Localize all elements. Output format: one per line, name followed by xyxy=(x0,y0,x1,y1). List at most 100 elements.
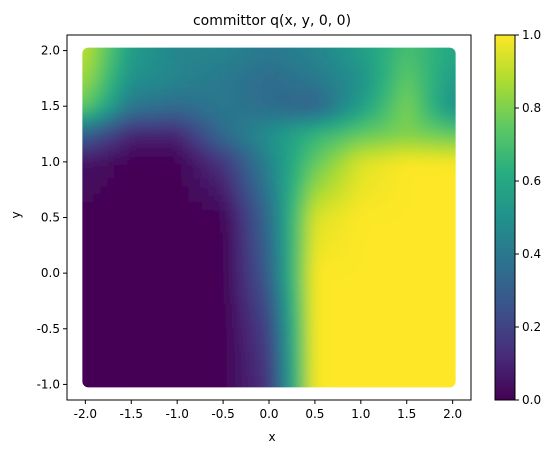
heat-cell xyxy=(349,304,358,313)
heat-cell xyxy=(228,256,236,266)
heat-cell xyxy=(410,36,417,44)
heat-cell xyxy=(228,233,236,242)
heat-cell xyxy=(120,375,129,384)
heat-cell xyxy=(444,83,452,92)
heat-cell xyxy=(437,178,445,187)
heat-cell xyxy=(215,288,223,297)
heat-cell xyxy=(363,249,371,258)
heat-cell xyxy=(430,83,438,92)
heat-cell xyxy=(168,319,176,329)
heat-cell xyxy=(161,264,169,274)
heat-cell xyxy=(269,170,277,179)
heat-cell xyxy=(82,375,88,384)
heat-cell xyxy=(248,47,257,53)
heat-cell xyxy=(451,28,458,36)
heat-cell xyxy=(269,241,277,250)
heat-cell xyxy=(349,47,358,53)
heat-cell xyxy=(127,367,135,376)
heat-cell xyxy=(309,178,317,187)
heat-cell xyxy=(450,367,456,376)
heat-cell xyxy=(458,123,465,131)
heat-cell xyxy=(430,138,438,148)
heat-cell xyxy=(309,383,317,388)
heat-cell xyxy=(181,59,189,69)
heat-cell xyxy=(329,91,337,100)
heat-cell xyxy=(390,185,398,195)
heat-cell xyxy=(275,107,284,116)
heat-cell xyxy=(134,122,142,132)
heat-cell xyxy=(221,383,230,388)
heat-cell xyxy=(248,185,257,195)
heat-cell xyxy=(275,154,284,163)
heat-cell xyxy=(154,233,162,242)
heat-cell xyxy=(255,288,263,297)
heat-cell xyxy=(437,154,445,163)
heat-cell xyxy=(295,225,304,234)
heat-cell xyxy=(269,201,277,211)
heat-cell xyxy=(208,36,215,44)
heat-cell xyxy=(255,256,263,266)
heat-cell xyxy=(396,351,405,360)
heat-cell xyxy=(322,304,331,313)
heat-cell xyxy=(269,217,277,226)
heat-cell xyxy=(215,115,223,124)
heat-cell xyxy=(208,115,216,124)
heat-cell xyxy=(181,36,188,44)
heat-cell xyxy=(458,91,465,99)
heat-cell xyxy=(120,67,129,77)
heat-cell xyxy=(235,249,243,258)
heat-cell xyxy=(390,162,398,171)
heat-cell xyxy=(134,288,142,297)
heat-cell xyxy=(87,367,95,376)
heat-cell xyxy=(194,304,203,313)
heat-cell xyxy=(127,83,135,92)
heat-cell xyxy=(248,209,257,219)
heat-cell xyxy=(147,138,156,148)
heat-cell xyxy=(329,209,337,219)
x-axis-label: x xyxy=(268,430,275,444)
heat-cell xyxy=(221,193,230,203)
heat-cell xyxy=(181,288,189,297)
heat-cell xyxy=(114,115,122,124)
heat-cell xyxy=(322,146,331,156)
heat-cell xyxy=(390,36,397,44)
heat-cell xyxy=(403,91,411,100)
heat-cell xyxy=(141,28,148,36)
heat-cell xyxy=(235,91,243,100)
heat-cell xyxy=(107,75,115,85)
heat-cell xyxy=(208,154,216,163)
heat-cell xyxy=(431,391,438,399)
heat-cell xyxy=(147,304,156,313)
heat-cell xyxy=(262,162,270,171)
heat-cell xyxy=(87,122,95,132)
heat-cell xyxy=(282,99,290,108)
heat-cell xyxy=(242,343,250,353)
heat-cell xyxy=(100,233,108,242)
heat-cell xyxy=(235,375,243,384)
heat-cell xyxy=(423,272,432,282)
heat-cell xyxy=(141,343,149,353)
heat-cell xyxy=(410,115,418,124)
heat-cell xyxy=(208,130,216,140)
x-tick-label: -2.0 xyxy=(74,407,97,421)
heat-cell xyxy=(309,296,317,305)
heat-cell xyxy=(74,210,81,218)
heat-cell xyxy=(134,351,142,360)
heat-cell xyxy=(262,47,270,53)
heat-cell xyxy=(424,391,431,399)
heat-cell xyxy=(289,107,297,116)
heat-cell xyxy=(242,47,250,53)
heat-cell xyxy=(343,249,351,258)
heat-cell xyxy=(120,209,129,219)
heat-cell xyxy=(423,67,432,77)
heat-cell xyxy=(154,359,162,368)
heat-cell xyxy=(174,107,183,116)
heat-cell xyxy=(242,162,250,171)
heat-cell xyxy=(410,367,418,376)
heat-cell xyxy=(174,335,183,345)
heat-cell xyxy=(141,335,149,345)
heat-cell xyxy=(282,75,290,85)
heat-cell xyxy=(396,264,405,274)
heat-cell xyxy=(417,201,425,211)
heat-cell xyxy=(444,312,452,321)
